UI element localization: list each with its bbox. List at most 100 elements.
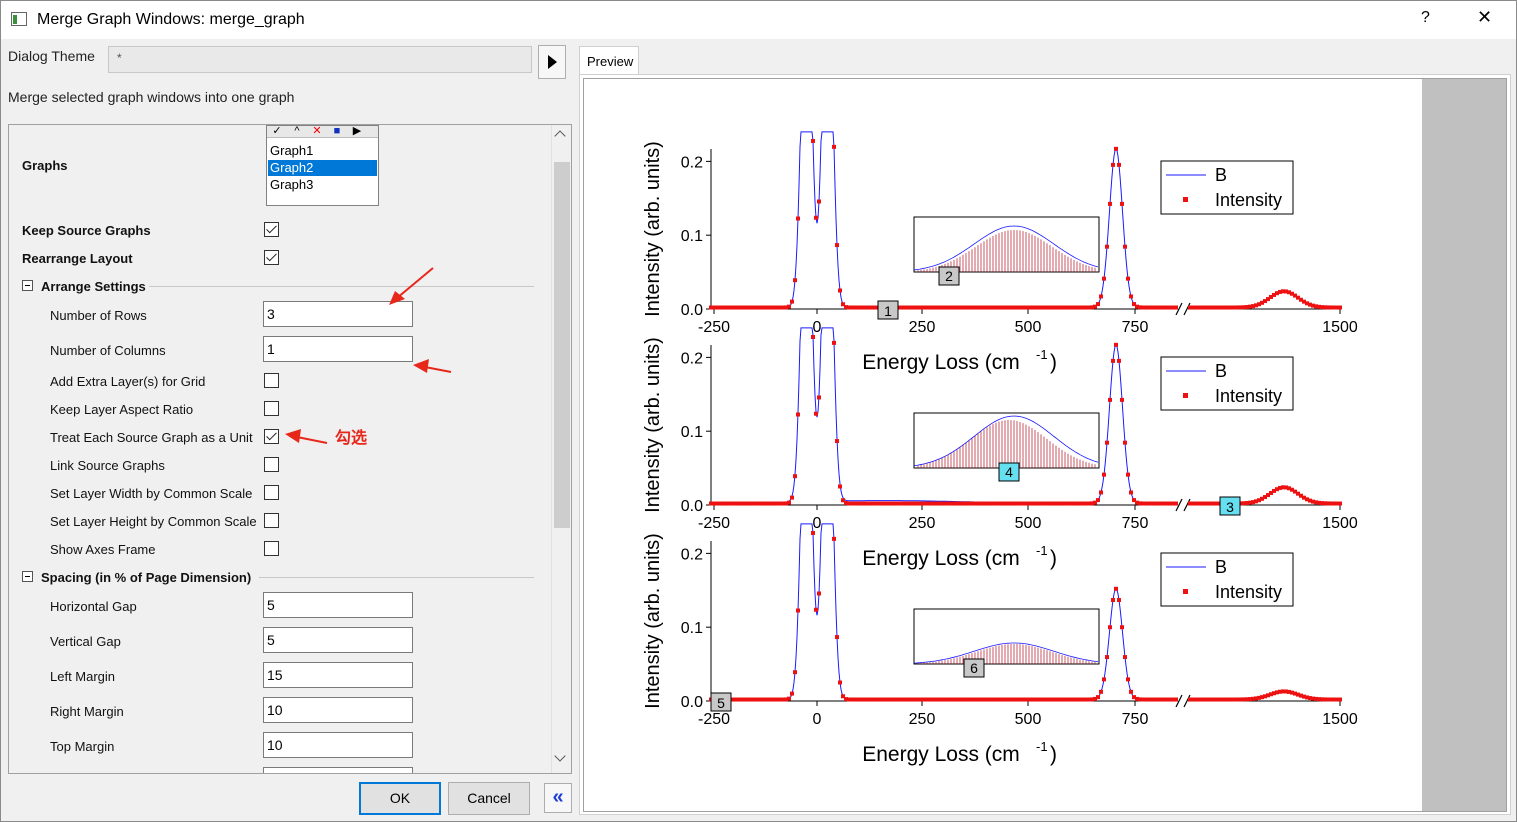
number-of-rows-input[interactable]: 3: [263, 301, 413, 327]
intensity-point: [925, 697, 929, 702]
dialog-theme-field[interactable]: *: [108, 46, 532, 73]
intensity-point: [1293, 293, 1297, 298]
x-tick-label: 750: [1122, 711, 1149, 728]
play-icon[interactable]: ▶: [352, 126, 362, 137]
intensity-point: [850, 501, 854, 506]
intensity-point: [871, 501, 875, 506]
intensity-point: [838, 484, 842, 489]
cancel-button[interactable]: Cancel: [448, 782, 530, 815]
intensity-point: [1021, 305, 1025, 310]
scroll-down-icon[interactable]: [555, 753, 567, 765]
scrollbar-thumb[interactable]: [554, 162, 570, 528]
intensity-point: [832, 340, 836, 345]
intensity-point: [964, 697, 968, 702]
intensity-point: [1308, 302, 1312, 307]
move-up-icon[interactable]: ^: [294, 126, 300, 137]
vertical-scrollbar[interactable]: [551, 125, 571, 773]
intensity-point: [961, 501, 965, 506]
intensity-point: [1018, 697, 1022, 702]
intensity-point: [1009, 501, 1013, 506]
intensity-point: [721, 501, 725, 506]
bottom-margin-input[interactable]: [263, 767, 413, 773]
ok-button[interactable]: OK: [359, 782, 441, 815]
intensity-point: [1042, 697, 1046, 702]
intensity-point: [751, 697, 755, 702]
intensity-point: [772, 501, 776, 506]
intensity-point: [1024, 697, 1028, 702]
add-extra-layers-checkbox[interactable]: [264, 373, 279, 388]
layer-badge: [710, 692, 732, 712]
intensity-point: [868, 305, 872, 310]
inset-line: [913, 225, 1099, 271]
left-margin-input[interactable]: 15: [263, 662, 413, 688]
link-source-checkbox[interactable]: [264, 457, 279, 472]
vertical-gap-input[interactable]: 5: [263, 627, 413, 653]
list-item-graph3[interactable]: Graph3: [270, 177, 314, 192]
intensity-point: [1087, 501, 1091, 506]
intensity-point: [970, 697, 974, 702]
intensity-point: [955, 697, 959, 702]
intensity-point: [988, 305, 992, 310]
intensity-point: [1278, 485, 1282, 490]
tab-preview[interactable]: Preview: [579, 46, 639, 75]
intensity-point: [1230, 697, 1234, 702]
top-margin-input[interactable]: 10: [263, 732, 413, 758]
intensity-point: [1188, 501, 1192, 506]
close-button[interactable]: ✕: [1477, 7, 1493, 27]
common-width-checkbox[interactable]: [264, 485, 279, 500]
delete-icon[interactable]: ✕: [312, 126, 322, 137]
collapse-preview-button[interactable]: «: [544, 783, 572, 813]
layer-badge-label: 2: [945, 268, 953, 284]
intensity-point: [1156, 501, 1160, 506]
help-button[interactable]: ?: [1421, 9, 1430, 26]
intensity-point: [1144, 501, 1148, 506]
intensity-point: [1338, 501, 1342, 506]
select-icon[interactable]: ■: [333, 126, 341, 137]
keep-aspect-checkbox[interactable]: [264, 401, 279, 416]
treat-as-unit-checkbox[interactable]: [264, 429, 279, 444]
intensity-point: [1224, 305, 1228, 310]
show-axes-frame-checkbox[interactable]: [264, 541, 279, 556]
intensity-point: [928, 697, 932, 702]
intensity-point: [1209, 305, 1213, 310]
intensity-point: [1311, 499, 1315, 504]
intensity-point: [1314, 500, 1318, 505]
scroll-up-icon[interactable]: [555, 130, 567, 142]
right-margin-input[interactable]: 10: [263, 697, 413, 723]
intensity-point: [1200, 697, 1204, 702]
list-item-graph2[interactable]: Graph2: [268, 160, 377, 176]
common-height-checkbox[interactable]: [264, 513, 279, 528]
rearrange-layout-checkbox[interactable]: [264, 250, 279, 265]
intensity-point: [733, 697, 737, 702]
intensity-point: [1332, 305, 1336, 310]
arrange-settings-collapse-icon[interactable]: [22, 280, 33, 291]
intensity-point: [739, 305, 743, 310]
intensity-point: [1218, 697, 1222, 702]
theme-menu-button[interactable]: [538, 45, 566, 79]
list-item-graph1[interactable]: Graph1: [270, 143, 314, 158]
intensity-point: [1156, 697, 1160, 702]
vertical-gap-label: Vertical Gap: [50, 634, 121, 649]
y-axis-label: Intensity (arb. units): [642, 337, 664, 513]
graph-panel-3: 0.0 0.1 0.2 -250 0 250 500 750 1500 Energy Loss (…: [642, 327, 1358, 570]
intensity-point: [811, 530, 815, 535]
intensity-point: [838, 680, 842, 685]
graphs-listbox[interactable]: ✓ ^ ✕ ■ ▶ Graph1 Graph2 Graph3: [266, 125, 379, 206]
number-of-rows-label: Number of Rows: [50, 308, 147, 323]
intensity-point: [1129, 490, 1133, 495]
horizontal-gap-input[interactable]: 5: [263, 592, 413, 618]
keep-source-graphs-checkbox[interactable]: [264, 222, 279, 237]
spacing-collapse-icon[interactable]: [22, 571, 33, 582]
intensity-point: [898, 501, 902, 506]
intensity-point: [859, 501, 863, 506]
intensity-point: [1338, 697, 1342, 702]
intensity-point: [769, 305, 773, 310]
number-of-columns-input[interactable]: 1: [263, 336, 413, 362]
intensity-point: [1000, 697, 1004, 702]
intensity-point: [1114, 586, 1118, 591]
intensity-point: [1024, 305, 1028, 310]
check-all-icon[interactable]: ✓: [272, 126, 282, 137]
dialog-description: Merge selected graph windows into one gr…: [8, 89, 295, 105]
intensity-point: [1006, 697, 1010, 702]
intensity-point: [1069, 697, 1073, 702]
